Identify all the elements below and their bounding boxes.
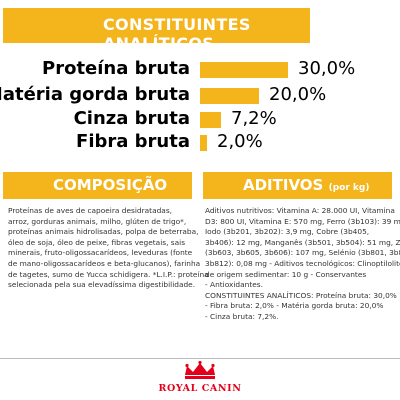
nutrient-bar [200,88,259,104]
additives-line: - Cinza bruta: 7,2%. [205,311,279,321]
nutrient-value: 2,0% [217,131,263,152]
composition-header: COMPOSIÇÃO [3,172,192,199]
additives-line: - Antioxidantes. [205,280,263,290]
royal-canin-logo: ROYAL CANIN [158,360,241,394]
composition-line: óleo de soja, óleo de peixe, fibras vege… [8,237,186,247]
additives-line: de origem sedimentar: 10 g - Conservante… [205,269,367,279]
nutrient-row-protein: Proteína bruta 30,0% [0,58,400,84]
analytical-constituents-header: CONSTITUINTES ANALÍTICOS [3,8,310,53]
composition-line: minerais, fruto-oligossacarídeos, levedu… [8,248,193,258]
header-title: CONSTITUINTES ANALÍTICOS [103,15,251,53]
nutrient-row-ash: Cinza bruta 7,2% [0,108,400,134]
additives-line: Iodo (3b201, 3b202): 3,9 mg, Cobre (3b40… [205,227,370,237]
composition-line: selecionada pela sua elevadíssima digest… [8,280,196,290]
additives-line: D3: 800 UI, Vitamina E: 570 mg, Ferro (3… [205,216,400,226]
nutrient-label: Fibra bruta [76,131,190,152]
additives-line: Aditivos nutritivos: Vitamina A: 28.000 … [205,206,395,215]
nutrient-value: 7,2% [231,108,277,129]
composition-line: de mano-oligossacarídeos e beta-glucanos… [8,258,201,268]
composition-line: Proteínas de aves de capoeira desidratad… [8,206,173,215]
nutrient-bar [200,62,288,78]
additives-title: ADITIVOS [243,176,324,194]
nutrient-row-fat: Matéria gorda bruta 20,0% [0,84,400,110]
additives-line: (3b603, 3b605, 3b606): 107 mg, Selénio (… [205,248,400,258]
additives-line: 3b812): 0,08 mg - Aditivos tecnológicos:… [205,258,400,268]
additives-line: - Fibra bruta: 2,0% - Matéria gorda brut… [205,301,384,311]
composition-line: proteínas animais hidrolisadas, polpa de… [8,227,199,237]
nutrient-value: 30,0% [298,58,356,79]
additives-header: ADITIVOS (por kg) [203,172,392,199]
composition-title: COMPOSIÇÃO [53,176,168,194]
nutrient-label: Matéria gorda bruta [0,84,190,105]
composition-line: de tagetes, sumo de Yucca schidigera. *L… [8,269,209,279]
footer-divider [0,358,400,359]
nutrient-row-fiber: Fibra bruta 2,0% [0,131,400,157]
logo-wordmark: ROYAL CANIN [158,383,241,394]
nutrient-label: Proteína bruta [42,58,190,79]
nutrient-bar [200,135,207,151]
nutrient-bar [200,112,221,128]
additives-line: CONSTITUINTES ANALÍTICOS: Proteína bruta… [205,290,397,300]
nutrient-label: Cinza bruta [73,108,190,129]
additives-text: Aditivos nutritivos: Vitamina A: 28.000 … [205,206,400,323]
additives-unit: (por kg) [328,183,370,193]
composition-text: Proteínas de aves de capoeira desidratad… [8,206,209,291]
crown-icon [185,360,215,379]
additives-line: 3b406): 12 mg, Manganês (3b501, 3b504): … [205,237,400,247]
nutrient-value: 20,0% [269,84,327,105]
composition-line: arroz, gorduras animais, milho, glúten d… [8,216,187,226]
